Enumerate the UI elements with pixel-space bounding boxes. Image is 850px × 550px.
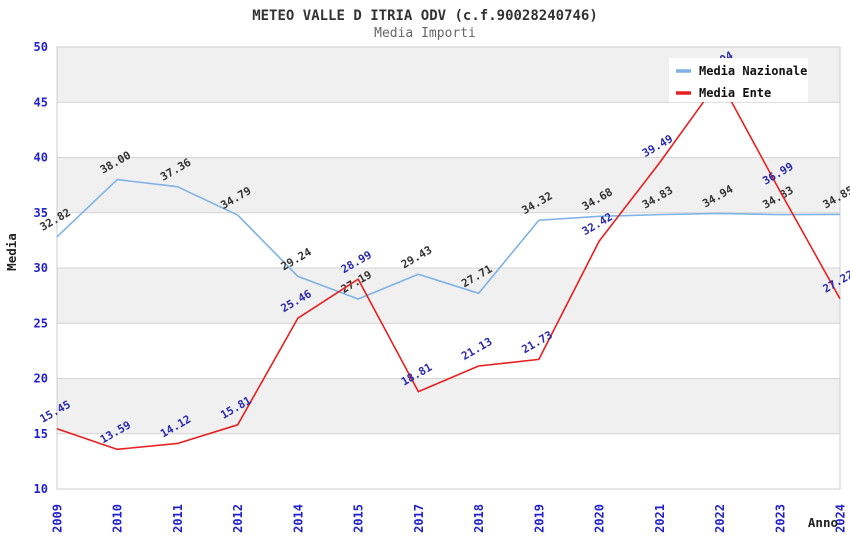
x-tick-label: 2011 [171, 504, 185, 533]
data-label-nazionale: 29.43 [399, 243, 434, 271]
y-tick-label: 25 [34, 316, 48, 330]
y-tick-label: 50 [34, 40, 48, 54]
y-axis-label: Media [4, 233, 19, 271]
legend-box [669, 58, 808, 102]
plot-band [57, 268, 840, 324]
series-line-nazionale[interactable] [56, 178, 841, 300]
x-tick-label: 2021 [653, 504, 667, 533]
data-label-ente: 21.13 [459, 335, 494, 363]
x-tick-label: 2014 [291, 504, 305, 533]
legend-label-ente[interactable]: Media Ente [699, 86, 771, 100]
y-tick-label: 30 [34, 261, 48, 275]
x-tick-label: 2009 [51, 504, 65, 533]
data-label-ente: 39.49 [640, 132, 675, 160]
x-tick-label: 2019 [532, 504, 546, 533]
y-tick-label: 15 [34, 427, 48, 441]
x-tick-label: 2018 [472, 504, 486, 533]
x-tick-label: 2020 [593, 504, 607, 533]
x-axis-label: Anno [808, 515, 838, 530]
y-tick-label: 35 [34, 206, 48, 220]
data-label-ente: 21.73 [520, 328, 555, 356]
y-tick-label: 45 [34, 95, 48, 109]
x-tick-label: 2010 [111, 504, 125, 533]
plot-band [57, 378, 840, 434]
x-tick-label: 2012 [231, 504, 245, 533]
chart-title: METEO VALLE D ITRIA ODV (c.f.90028240746… [252, 8, 598, 24]
plot-border [56, 46, 841, 490]
x-tick-label: 2022 [713, 504, 727, 533]
x-tick-label: 2023 [773, 504, 787, 533]
x-tick-label: 2015 [352, 504, 366, 533]
y-tick-label: 20 [34, 372, 48, 386]
y-tick-label: 10 [34, 482, 48, 496]
x-tick-label: 2024 [834, 504, 848, 533]
legend[interactable]: Media Nazionale Media Ente [669, 58, 808, 102]
plot-band [57, 157, 840, 213]
data-label-ente: 32.42 [580, 210, 615, 238]
chart-subtitle: Media Importi [374, 26, 476, 41]
legend-label-nazionale[interactable]: Media Nazionale [699, 64, 807, 78]
plot-area: 10 15 20 25 30 35 40 45 50 2009 2010 2011 2012 2014 20… [34, 40, 850, 533]
y-tick-label: 40 [34, 151, 48, 165]
x-tick-label: 2017 [412, 504, 426, 533]
